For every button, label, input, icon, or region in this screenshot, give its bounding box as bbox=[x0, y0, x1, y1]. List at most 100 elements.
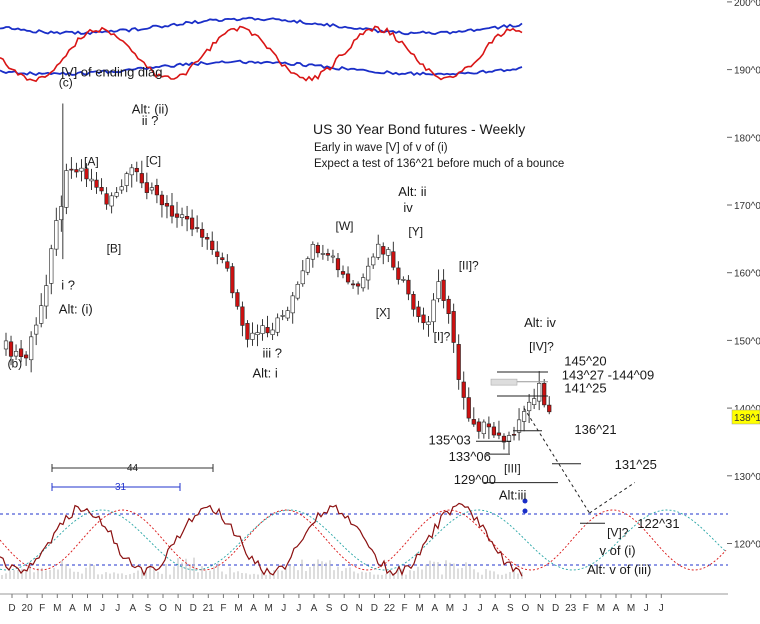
candle-body bbox=[250, 332, 255, 340]
candle-body bbox=[179, 214, 185, 218]
annotation-label: [V] of ending diag bbox=[61, 64, 162, 79]
x-tick-label: A bbox=[129, 603, 136, 614]
candle-body bbox=[366, 265, 371, 281]
candle-body bbox=[99, 187, 104, 192]
candle-body bbox=[486, 423, 491, 428]
candle-body bbox=[481, 421, 486, 435]
x-tick-label: M bbox=[265, 603, 273, 614]
candle-body bbox=[164, 203, 170, 207]
osc-dot bbox=[522, 508, 528, 514]
candle-body bbox=[79, 167, 84, 172]
annotation-label: [A] bbox=[84, 155, 99, 169]
candle-body bbox=[466, 397, 471, 419]
candle-body bbox=[537, 383, 542, 402]
x-tick-label: F bbox=[220, 603, 226, 614]
x-tick-label: M bbox=[83, 603, 91, 614]
x-tick-label: M bbox=[597, 603, 605, 614]
x-tick-label: D bbox=[190, 603, 197, 614]
candle-body bbox=[139, 173, 144, 184]
candle-body bbox=[335, 258, 341, 271]
candle-body bbox=[376, 243, 381, 258]
candle-body bbox=[89, 178, 94, 182]
candle-body bbox=[340, 271, 346, 275]
x-tick-label: A bbox=[492, 603, 499, 614]
x-tick-label: O bbox=[522, 603, 530, 614]
candle-body bbox=[260, 325, 265, 334]
subtitle-line-2: Expect a test of 136^21 before much of a… bbox=[314, 158, 564, 170]
oscillator-line bbox=[0, 25, 523, 83]
annotation-label: ii ? bbox=[142, 113, 159, 128]
candle-body bbox=[310, 244, 315, 260]
x-tick-label: M bbox=[53, 603, 61, 614]
x-tick-label: A bbox=[431, 603, 438, 614]
x-tick-label: J bbox=[463, 603, 468, 614]
cycle-label-31: 31 bbox=[115, 482, 127, 493]
annotation-label: Alt: ii bbox=[398, 184, 426, 199]
candle-body bbox=[527, 401, 532, 412]
projection-up bbox=[589, 482, 636, 514]
y-tick-label: 170^00 bbox=[734, 201, 760, 212]
annotation-label: [I]? bbox=[434, 329, 451, 343]
x-tick-label: J bbox=[644, 603, 649, 614]
annotation-label: [III] bbox=[504, 461, 521, 475]
annotation-label: Alt: v of (iii) bbox=[587, 562, 651, 577]
candle-body bbox=[69, 168, 74, 171]
candle-body bbox=[44, 285, 49, 307]
candle-body bbox=[29, 336, 34, 361]
candle-body bbox=[496, 432, 502, 436]
candle-body bbox=[119, 186, 124, 191]
candle-body bbox=[361, 277, 366, 289]
candle-body bbox=[280, 315, 285, 317]
candle-body bbox=[49, 248, 54, 284]
candle-body bbox=[230, 266, 235, 294]
candle-body bbox=[270, 329, 275, 335]
candle-body bbox=[205, 237, 210, 240]
candle-body bbox=[471, 419, 476, 425]
candle-body bbox=[441, 279, 446, 301]
annotation-label: [V]? bbox=[607, 526, 629, 540]
x-tick-label: F bbox=[583, 603, 589, 614]
x-tick-label: O bbox=[340, 603, 348, 614]
cycle-markers: 44 31 bbox=[51, 463, 214, 493]
y-tick-label: 140^00 bbox=[734, 404, 760, 415]
x-tick-label: O bbox=[159, 603, 167, 614]
candle-body bbox=[159, 194, 165, 206]
x-tick-label: N bbox=[356, 603, 363, 614]
candle-body bbox=[24, 354, 29, 359]
candle-body bbox=[371, 256, 376, 266]
annotation-label: [W] bbox=[336, 219, 354, 233]
x-tick-label: S bbox=[145, 603, 152, 614]
annotation-label: 131^25 bbox=[615, 457, 657, 472]
y-tick-label: 190^00 bbox=[734, 66, 760, 77]
x-tick-label: A bbox=[69, 603, 76, 614]
x-tick-label: D bbox=[552, 603, 559, 614]
x-tick-label: A bbox=[250, 603, 257, 614]
annotation-label: (b) bbox=[8, 357, 23, 371]
candle-body bbox=[13, 351, 19, 357]
candle-body bbox=[129, 167, 134, 176]
annotation-label: Alt: (i) bbox=[59, 301, 93, 316]
cycle-label-44: 44 bbox=[127, 463, 139, 474]
x-tick-label: A bbox=[311, 603, 318, 614]
candle-body bbox=[391, 251, 396, 268]
osc-dot bbox=[522, 498, 528, 504]
level-zone bbox=[490, 378, 518, 386]
x-tick-label: J bbox=[659, 603, 664, 614]
candle-body bbox=[421, 314, 426, 324]
annotation-label: Alt: i bbox=[253, 366, 278, 381]
candle-body bbox=[210, 240, 215, 251]
y-axis: 120^00 130^00 140^00 150^00 160^00 170^00 180^… bbox=[727, 0, 760, 551]
annotation-label: [Y] bbox=[408, 225, 423, 239]
annotation-label: [B] bbox=[107, 241, 122, 255]
x-tick-label: M bbox=[416, 603, 424, 614]
candle-body bbox=[184, 215, 190, 220]
candle-body bbox=[235, 292, 240, 307]
last-price-label: 138^15 bbox=[734, 413, 760, 424]
candle-body bbox=[381, 246, 386, 255]
candle-body bbox=[3, 340, 9, 350]
x-tick-label: S bbox=[507, 603, 514, 614]
candle-body bbox=[94, 179, 99, 188]
upper-band bbox=[0, 16, 523, 36]
candle-body bbox=[215, 251, 220, 257]
x-tick-label: 21 bbox=[203, 603, 215, 614]
